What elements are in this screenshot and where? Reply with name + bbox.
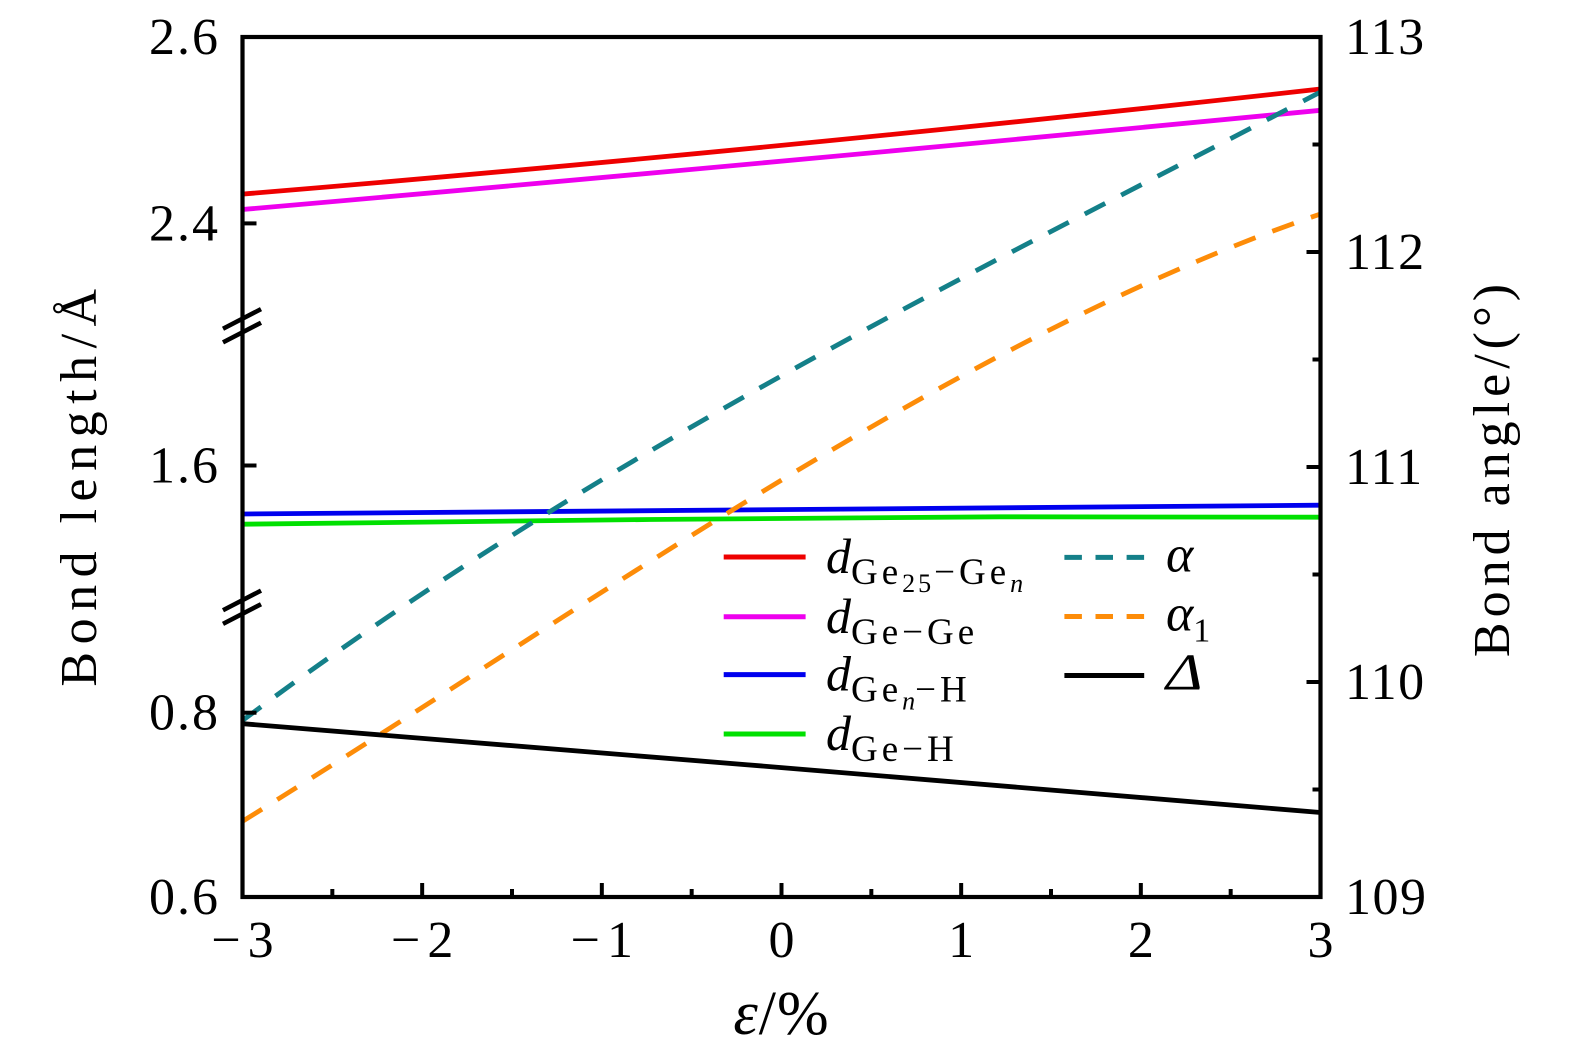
svg-text:−3: −3 xyxy=(211,912,280,969)
svg-text:109: 109 xyxy=(1345,869,1428,926)
svg-text:dGen−H: dGen−H xyxy=(826,646,971,716)
svg-text:0.8: 0.8 xyxy=(149,685,220,742)
svg-text:α1: α1 xyxy=(1166,586,1210,650)
svg-text:−2: −2 xyxy=(391,912,460,969)
svg-text:dGe−Ge: dGe−Ge xyxy=(826,588,978,653)
svg-text:ε/%: ε/% xyxy=(733,980,829,1048)
svg-text:112: 112 xyxy=(1345,224,1426,281)
svg-text:2.6: 2.6 xyxy=(149,9,220,66)
svg-text:dGe25−Gen: dGe25−Gen xyxy=(826,528,1023,598)
svg-text:dGe−H: dGe−H xyxy=(826,705,958,770)
svg-text:110: 110 xyxy=(1345,654,1426,711)
svg-text:113: 113 xyxy=(1345,9,1426,66)
svg-text:111: 111 xyxy=(1345,439,1424,496)
svg-text:−1: −1 xyxy=(571,912,640,969)
svg-text:Bond angle/(°): Bond angle/(°) xyxy=(1464,279,1521,657)
svg-text:Δ: Δ xyxy=(1164,644,1203,701)
svg-text:α: α xyxy=(1166,526,1195,583)
svg-text:2: 2 xyxy=(1128,912,1154,969)
svg-text:1: 1 xyxy=(948,912,974,969)
svg-text:3: 3 xyxy=(1308,912,1334,969)
svg-text:0.6: 0.6 xyxy=(149,869,220,926)
svg-text:1.6: 1.6 xyxy=(149,437,220,494)
svg-text:0: 0 xyxy=(769,912,795,969)
svg-text:Bond length/Å: Bond length/Å xyxy=(51,281,108,686)
svg-text:2.4: 2.4 xyxy=(149,195,220,252)
